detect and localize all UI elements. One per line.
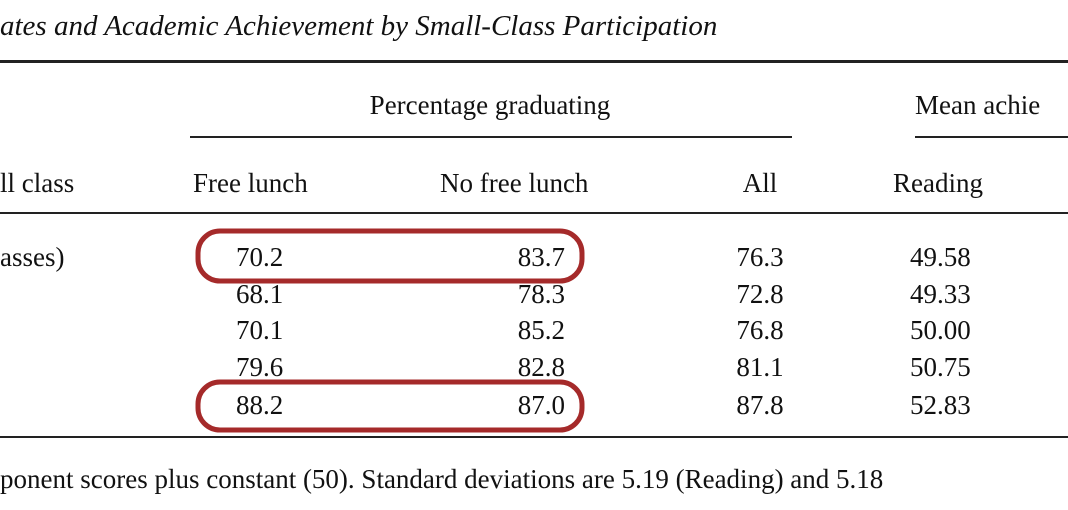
cell: 52.83 [910, 390, 971, 420]
column-header: Free lunch [193, 168, 308, 198]
cell: 82.8 [517, 352, 565, 382]
column-header: Reading [893, 168, 983, 198]
cell: 70.2 [236, 242, 284, 272]
cell: 70.1 [236, 315, 284, 345]
cell: 87.0 [517, 390, 565, 420]
header-rule [0, 212, 1068, 214]
cell: 85.2 [517, 315, 565, 345]
column-header: No free lunch [440, 168, 589, 198]
cell: 50.75 [910, 352, 971, 382]
cell: 76.3 [736, 242, 784, 272]
column-header: All [742, 168, 778, 198]
highlight-oval [195, 379, 585, 433]
group-rule [190, 136, 792, 138]
cell: 88.2 [236, 390, 284, 420]
group-header: Mean achie [915, 90, 1041, 120]
cell: 76.8 [736, 315, 784, 345]
cell: 78.3 [517, 279, 565, 309]
cell: 81.1 [736, 352, 784, 382]
group-header: Percentage graduating [369, 90, 611, 120]
group-rule [915, 136, 1068, 138]
cell: 68.1 [236, 279, 284, 309]
table-title: ates and Academic Achievement by Small-C… [0, 10, 718, 42]
column-header: ll class [0, 168, 75, 198]
cell: 79.6 [236, 352, 284, 382]
footnote: ponent scores plus constant (50). Standa… [0, 464, 884, 494]
cell: 49.58 [910, 242, 971, 272]
cell: 50.00 [910, 315, 971, 345]
bottom-rule [0, 436, 1068, 438]
highlight-oval [195, 228, 585, 284]
row-label: asses) [0, 242, 65, 272]
cell: 49.33 [910, 279, 971, 309]
cell: 83.7 [517, 242, 565, 272]
cell: 87.8 [736, 390, 784, 420]
top-rule [0, 60, 1068, 63]
cell: 72.8 [736, 279, 784, 309]
